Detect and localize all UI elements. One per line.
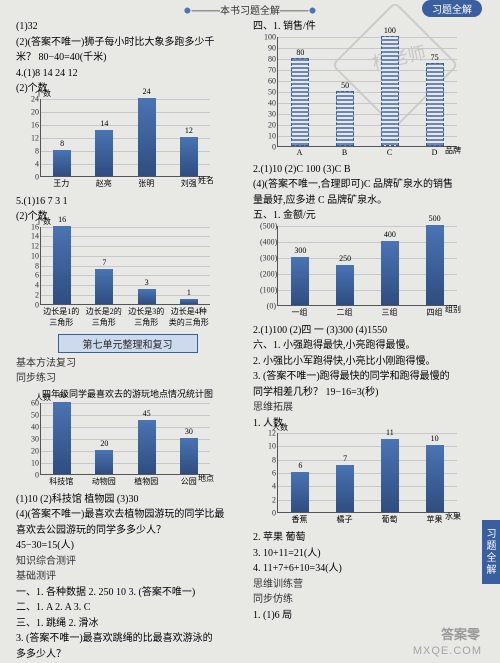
header-title: 本书习题全解 <box>220 6 280 17</box>
text: 3. 10+11=21(人) <box>253 547 476 561</box>
text: 米？ 80−40=40(千米) <box>16 51 239 65</box>
subheading: 基础测评 <box>16 570 239 584</box>
side-tab: 习题全解 <box>482 520 500 584</box>
text: 2.(1)10 (2)C 100 (3)C B <box>253 163 476 177</box>
subheading: 同步仿练 <box>253 593 476 607</box>
text: 4.(1)8 14 24 12 <box>16 67 239 81</box>
text: 多多少人？ <box>16 648 239 662</box>
text: 45−30=15(人) <box>16 539 239 553</box>
right-column: 四、1. 销售/件 010203040506070809010080501007… <box>247 0 482 663</box>
text: 量最好,应多进 C 品牌矿泉水。 <box>253 194 476 208</box>
text: (4)(答案不唯一)最喜欢去植物园游玩的同学比最 <box>16 508 239 522</box>
text: 同学相差几秒？ 19−16=3(秒) <box>253 386 476 400</box>
subheading: 基本方法复习 <box>16 357 239 371</box>
chart-1: 个数048121620248142412姓名王力赵亮张明刘强 <box>22 99 216 189</box>
subheading: 同步练习 <box>16 372 239 386</box>
watermark-url: MXQE.COM <box>413 645 482 657</box>
text: 喜欢去公园游玩的同学多多少人？ <box>16 524 239 538</box>
chart-3: 人数010203040506060204530地点科技馆动物园植物园公园 <box>22 403 216 487</box>
section-box: 第七单元整理和复习 <box>58 334 198 353</box>
text: 2. 小强比小军跑得快,小亮比小刚跑得慢。 <box>253 355 476 369</box>
chart-4: 0102030405060708090100805010075品牌ABCD <box>259 37 463 157</box>
text: 一、1. 各种数据 2. 250 10 3. (答案不唯一) <box>16 586 239 600</box>
text: 2. 苹果 葡萄 <box>253 531 476 545</box>
subheading: 思维拓展 <box>253 401 476 415</box>
watermark-logo: 答案零 <box>441 624 480 643</box>
text: (1)10 (2)科技馆 植物园 (3)30 <box>16 493 239 507</box>
chart-2: 个数024681012141616731边长是1的三角形边长是2的三角形边长是3… <box>22 227 216 328</box>
text: 3. (答案不唯一)最喜欢跳绳的比最喜欢游泳的 <box>16 632 239 646</box>
text: 三、1. 跳绳 2. 滑冰 <box>16 617 239 631</box>
text: 5.(1)16 7 3 1 <box>16 195 239 209</box>
text: 2.(1)100 (2)四 一 (3)300 (4)1550 <box>253 324 476 338</box>
left-column: (1)32 (2)(答案不唯一)狮子每小时比大象多跑多少千 米？ 80−40=4… <box>10 0 245 663</box>
text: (4)(答案不唯一,合理即可)C 品牌矿泉水的销售 <box>253 178 476 192</box>
top-pill: 习题全解 <box>422 0 482 17</box>
text: 1. (1)6 局 <box>253 609 476 623</box>
text: 3. (答案不唯一)跑得最快的同学和跑得最慢的 <box>253 370 476 384</box>
text: 4. 11+7+6+10=34(人) <box>253 562 476 576</box>
subheading: 知识综合测评 <box>16 555 239 569</box>
text: (2)(答案不唯一)狮子每小时比大象多跑多少千 <box>16 36 239 50</box>
text: 五、1. 金额/元 <box>253 209 476 223</box>
chart-6: 人数024681012671110水果香蕉橘子葡萄苹果 <box>259 433 463 525</box>
text: 二、1. A 2. A 3. C <box>16 601 239 615</box>
page-body: (1)32 (2)(答案不唯一)狮子每小时比大象多跑多少千 米？ 80−40=4… <box>0 0 500 663</box>
text: 六、1. 小强跑得最快,小亮跑得最慢。 <box>253 339 476 353</box>
text: (1)32 <box>16 20 239 34</box>
subheading: 思维训练营 <box>253 578 476 592</box>
chart-5: (0)(100)(200)(300)(400)(500)300250400500… <box>259 226 463 318</box>
